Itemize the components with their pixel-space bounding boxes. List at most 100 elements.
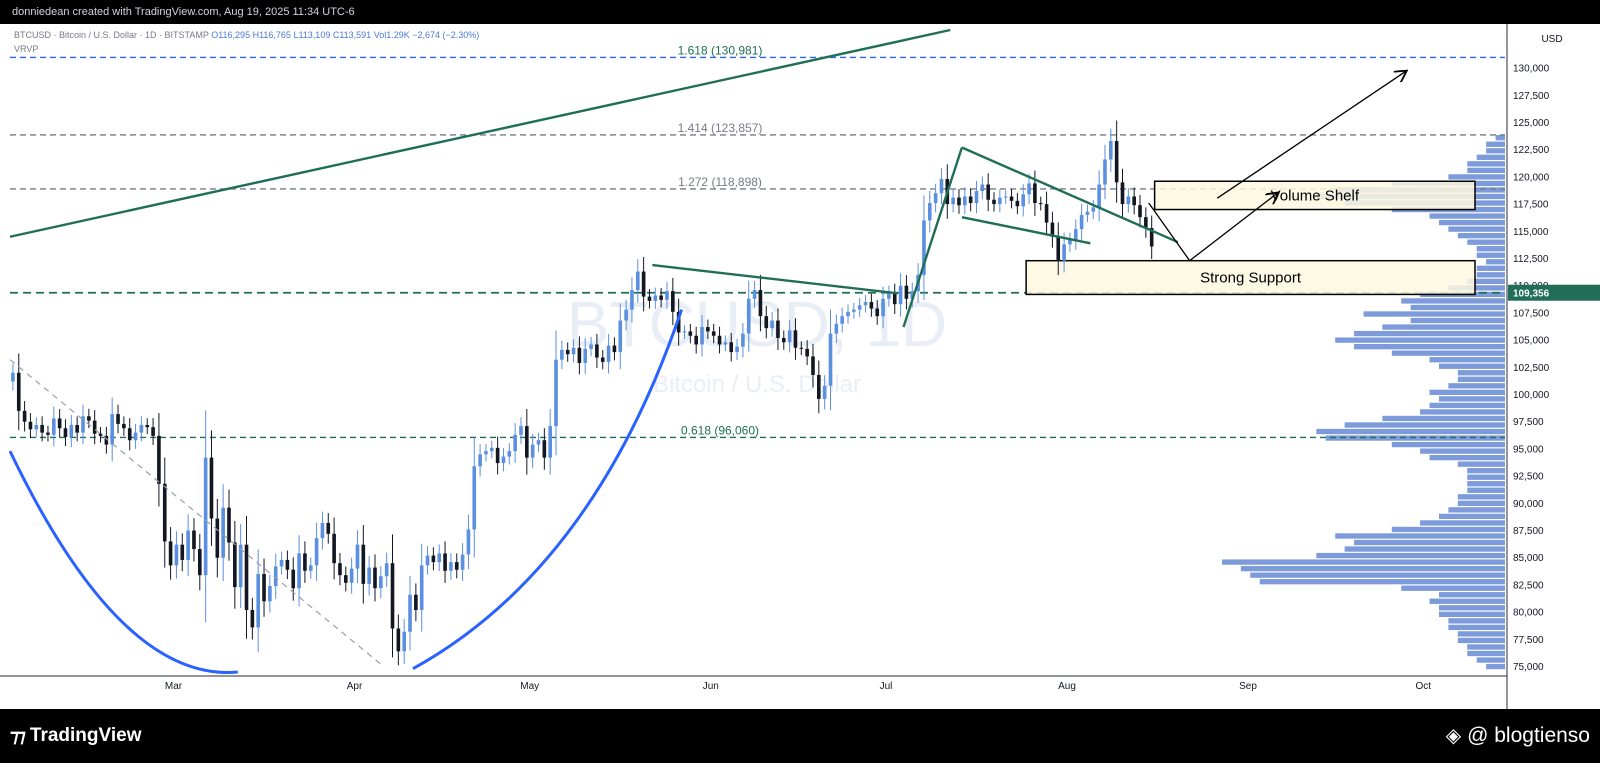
candle-body	[104, 435, 109, 445]
candle	[349, 557, 354, 594]
candle-body	[630, 290, 634, 310]
projection-pullback[interactable]	[1148, 193, 1277, 262]
zones[interactable]: Strong Support Volume Shelf	[1025, 180, 1476, 296]
candle-body	[717, 335, 722, 345]
vrvp-bar	[1222, 559, 1505, 565]
vrvp-bar	[1457, 370, 1505, 376]
legend-indicator[interactable]: VRVP	[14, 44, 38, 54]
rounded-bottom-curve[interactable]	[8, 450, 238, 674]
candle-body	[1109, 140, 1113, 160]
vrvp-bar	[1476, 252, 1505, 258]
candle-body	[770, 320, 774, 329]
ascending-channel-trendline[interactable]	[9, 28, 951, 238]
candle	[799, 341, 804, 356]
candle	[653, 287, 658, 309]
vrvp-bar	[1467, 481, 1505, 487]
time-axis[interactable]: Mar Apr May Jun Jul Aug Sep Oct	[0, 675, 1507, 692]
candle	[320, 511, 325, 550]
candle-body	[209, 457, 214, 519]
candle-body	[443, 553, 447, 571]
candles	[11, 120, 1154, 666]
candle-body	[525, 426, 529, 458]
candle	[606, 333, 611, 374]
candle	[939, 168, 944, 205]
candle	[151, 418, 155, 445]
legend-value: BTCUSD · Bitcoin / U.S. Dollar · 1D · BI…	[14, 30, 211, 40]
candle-body	[98, 433, 103, 436]
candle-body	[431, 555, 436, 563]
candle-body	[799, 347, 804, 349]
vrvp-bar	[1363, 311, 1505, 317]
candle-body	[215, 518, 220, 558]
volume-shelf-label[interactable]: Volume Shelf	[1271, 187, 1360, 204]
candle-body	[151, 427, 155, 436]
vrvp-bar	[1354, 343, 1505, 350]
candle-body	[758, 290, 763, 317]
currency-label[interactable]: USD	[1541, 34, 1562, 45]
vrvp-bar	[1448, 285, 1505, 291]
candle-body	[869, 302, 874, 309]
vrvp-bar	[1457, 494, 1505, 500]
price-tick-label: 122,500	[1513, 145, 1550, 156]
candle-body	[110, 414, 115, 445]
flag-bottom-trendline[interactable]	[961, 215, 1091, 245]
candle-body	[244, 544, 249, 610]
vrvp-bar	[1448, 624, 1505, 631]
candle	[1003, 190, 1008, 204]
candle	[104, 426, 109, 454]
candle-body	[268, 586, 272, 602]
strong-support-label[interactable]: Strong Support	[1200, 270, 1302, 287]
candle	[986, 173, 990, 212]
flag-top-trendline[interactable]	[961, 146, 1179, 244]
descending-resistance-trendline[interactable]	[9, 359, 385, 668]
vrvp-bar	[1420, 448, 1505, 454]
candle-body	[133, 432, 138, 441]
candle	[688, 323, 693, 344]
candle	[273, 553, 278, 599]
candle-body	[1126, 196, 1131, 205]
candle-body	[454, 562, 459, 570]
legend-value: Vol1.29K	[374, 30, 413, 40]
vrvp-bar	[1438, 513, 1505, 520]
candle	[367, 555, 371, 596]
candle-body	[87, 416, 91, 421]
author-tag: ◈ @ blogtienso	[1446, 723, 1590, 748]
snapshot-header: donniedean created with TradingView.com,…	[0, 0, 1600, 24]
tradingview-logo[interactable]: ⁊⁊ TradingView	[10, 725, 141, 747]
chart-area[interactable]: BTCUSD, 1D Bitcoin / U.S. Dollar 1.618 (1…	[0, 24, 1600, 709]
candle-body	[162, 483, 167, 542]
candle	[262, 558, 266, 617]
candle	[764, 306, 769, 339]
candle	[81, 404, 85, 445]
candle	[162, 457, 167, 568]
candle-body	[57, 418, 62, 429]
candle	[384, 552, 389, 587]
drawings[interactable]	[8, 28, 1406, 674]
impulse-trendline[interactable]	[902, 147, 964, 328]
projection-target[interactable]	[1216, 71, 1405, 199]
candle	[735, 338, 739, 360]
candle	[548, 409, 552, 475]
cup-curve[interactable]	[412, 309, 684, 671]
candle	[437, 544, 442, 572]
candle-body	[881, 298, 885, 317]
candle	[122, 416, 126, 436]
strong-support-zone[interactable]	[1025, 259, 1476, 296]
candle-body	[618, 320, 623, 353]
candle	[326, 513, 331, 544]
candle-body	[980, 184, 985, 192]
candle-body	[998, 197, 1002, 205]
candle-body	[1044, 204, 1049, 223]
candle	[507, 443, 512, 465]
legend-value: O116,295	[211, 30, 252, 40]
candle-body	[437, 553, 442, 563]
candle-body	[589, 344, 593, 349]
vrvp-bar	[1382, 415, 1505, 422]
volume-shelf-zone[interactable]	[1153, 180, 1476, 211]
consolidation-top-trendline[interactable]	[652, 263, 898, 295]
vrvp-bar	[1495, 135, 1505, 141]
candle-body	[466, 529, 471, 555]
price-axis[interactable]: USD 75,000 77,500 80,000 82,500 85,000 87,500 9…	[1506, 24, 1600, 709]
candle-body	[303, 553, 307, 571]
